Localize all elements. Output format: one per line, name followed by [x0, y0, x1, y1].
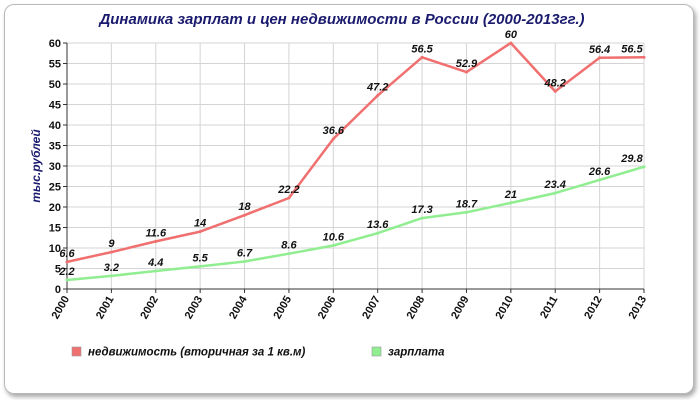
data-label: 56.5 — [411, 43, 433, 55]
x-tick-label: 2005 — [271, 294, 294, 321]
data-point — [464, 210, 468, 214]
data-label: 60 — [505, 29, 518, 41]
y-tick-label: 45 — [49, 100, 61, 112]
y-tick-label: 60 — [49, 38, 61, 50]
data-label: 29.8 — [620, 153, 643, 165]
y-tick-label: 35 — [49, 141, 61, 153]
data-label: 10.6 — [323, 232, 345, 244]
data-label: 13.6 — [367, 219, 389, 231]
x-tick-label: 2003 — [183, 294, 206, 321]
legend-label: недвижимость (вторичная за 1 кв.м) — [88, 347, 306, 359]
legend: недвижимость (вторичная за 1 кв.м) зарпла… — [71, 346, 445, 359]
data-point — [198, 264, 202, 268]
x-tick-label: 2001 — [94, 294, 117, 321]
data-point — [243, 260, 247, 264]
data-label: 14 — [194, 218, 206, 230]
y-tick-label: 40 — [49, 120, 61, 132]
y-tick-label: 5 — [55, 264, 61, 276]
data-point — [65, 278, 69, 282]
data-label: 56.4 — [589, 44, 610, 56]
data-label: 21 — [504, 189, 517, 201]
data-label: 8.6 — [281, 240, 297, 252]
y-tick-label: 30 — [49, 161, 61, 173]
data-label: 2.2 — [58, 266, 74, 278]
x-tick-label: 2009 — [449, 294, 472, 321]
data-point — [376, 93, 380, 97]
x-tick-label: 2012 — [582, 294, 605, 321]
data-label: 18 — [238, 201, 251, 213]
data-point — [331, 244, 335, 248]
y-tick-label: 10 — [49, 243, 61, 255]
data-label: 23.4 — [544, 179, 566, 191]
data-label: 22.2 — [277, 184, 299, 196]
x-tick-label: 2007 — [360, 294, 383, 321]
data-label: 4.4 — [147, 257, 163, 269]
data-label: 56.5 — [621, 43, 643, 55]
legend-swatch — [371, 346, 382, 357]
y-axis-label: тыс.рублей — [29, 129, 43, 203]
data-label: 52.9 — [456, 58, 478, 70]
y-tick-label: 50 — [49, 79, 61, 91]
x-tick-label: 2004 — [227, 293, 250, 321]
data-point — [553, 191, 557, 195]
x-tick-label: 2013 — [627, 294, 650, 321]
data-label: 17.3 — [411, 204, 432, 216]
data-point — [243, 213, 247, 217]
x-tick-label: 2011 — [538, 294, 560, 321]
data-point — [553, 89, 557, 93]
data-point — [109, 250, 113, 254]
data-label: 48.2 — [544, 77, 566, 89]
x-tick-label: 2002 — [138, 294, 161, 321]
data-point — [109, 274, 113, 278]
x-tick-label: 2006 — [316, 294, 339, 321]
data-label: 47.2 — [366, 81, 388, 93]
data-point — [642, 165, 646, 169]
y-tick-label: 55 — [49, 59, 61, 71]
legend-label: зарплата — [388, 347, 445, 359]
data-point — [154, 239, 158, 243]
legend-swatch — [71, 346, 82, 357]
chart-frame — [4, 4, 694, 394]
data-point — [331, 137, 335, 141]
chart-title: Динамика зарплат и цен недвижимости в Ро… — [97, 11, 584, 28]
data-point — [598, 178, 602, 182]
data-point — [376, 231, 380, 235]
data-label: 3.2 — [104, 262, 119, 274]
x-tick-label: 2008 — [405, 294, 428, 321]
series-layer — [65, 41, 646, 282]
y-tick-label: 20 — [49, 202, 61, 214]
data-label: 26.6 — [588, 166, 611, 178]
data-point — [509, 201, 513, 205]
data-point — [65, 260, 69, 264]
data-label: 6.6 — [59, 248, 75, 260]
x-tick-label: 2000 — [50, 294, 73, 321]
data-point — [154, 269, 158, 273]
series-line-salary — [65, 165, 646, 282]
data-point — [287, 196, 291, 200]
data-point — [287, 252, 291, 256]
data-labels-layer: 6.6911.6141822.236.647.256.552.96048.256… — [58, 29, 643, 278]
data-point — [420, 216, 424, 220]
data-point — [198, 230, 202, 234]
data-label: 6.7 — [237, 248, 253, 260]
data-label: 18.7 — [456, 198, 478, 210]
data-label: 5.5 — [193, 252, 209, 264]
series-line-realty — [65, 41, 646, 264]
x-tick-label: 2010 — [493, 294, 516, 321]
data-label: 11.6 — [145, 227, 166, 239]
y-tick-label: 0 — [55, 284, 61, 296]
y-tick-label: 15 — [49, 223, 61, 235]
data-point — [642, 55, 646, 59]
data-point — [509, 41, 513, 45]
data-label: 9 — [108, 238, 115, 250]
data-point — [598, 56, 602, 60]
data-label: 36.6 — [323, 125, 345, 137]
data-point — [420, 55, 424, 59]
y-tick-label: 25 — [49, 182, 61, 194]
data-point — [464, 70, 468, 74]
